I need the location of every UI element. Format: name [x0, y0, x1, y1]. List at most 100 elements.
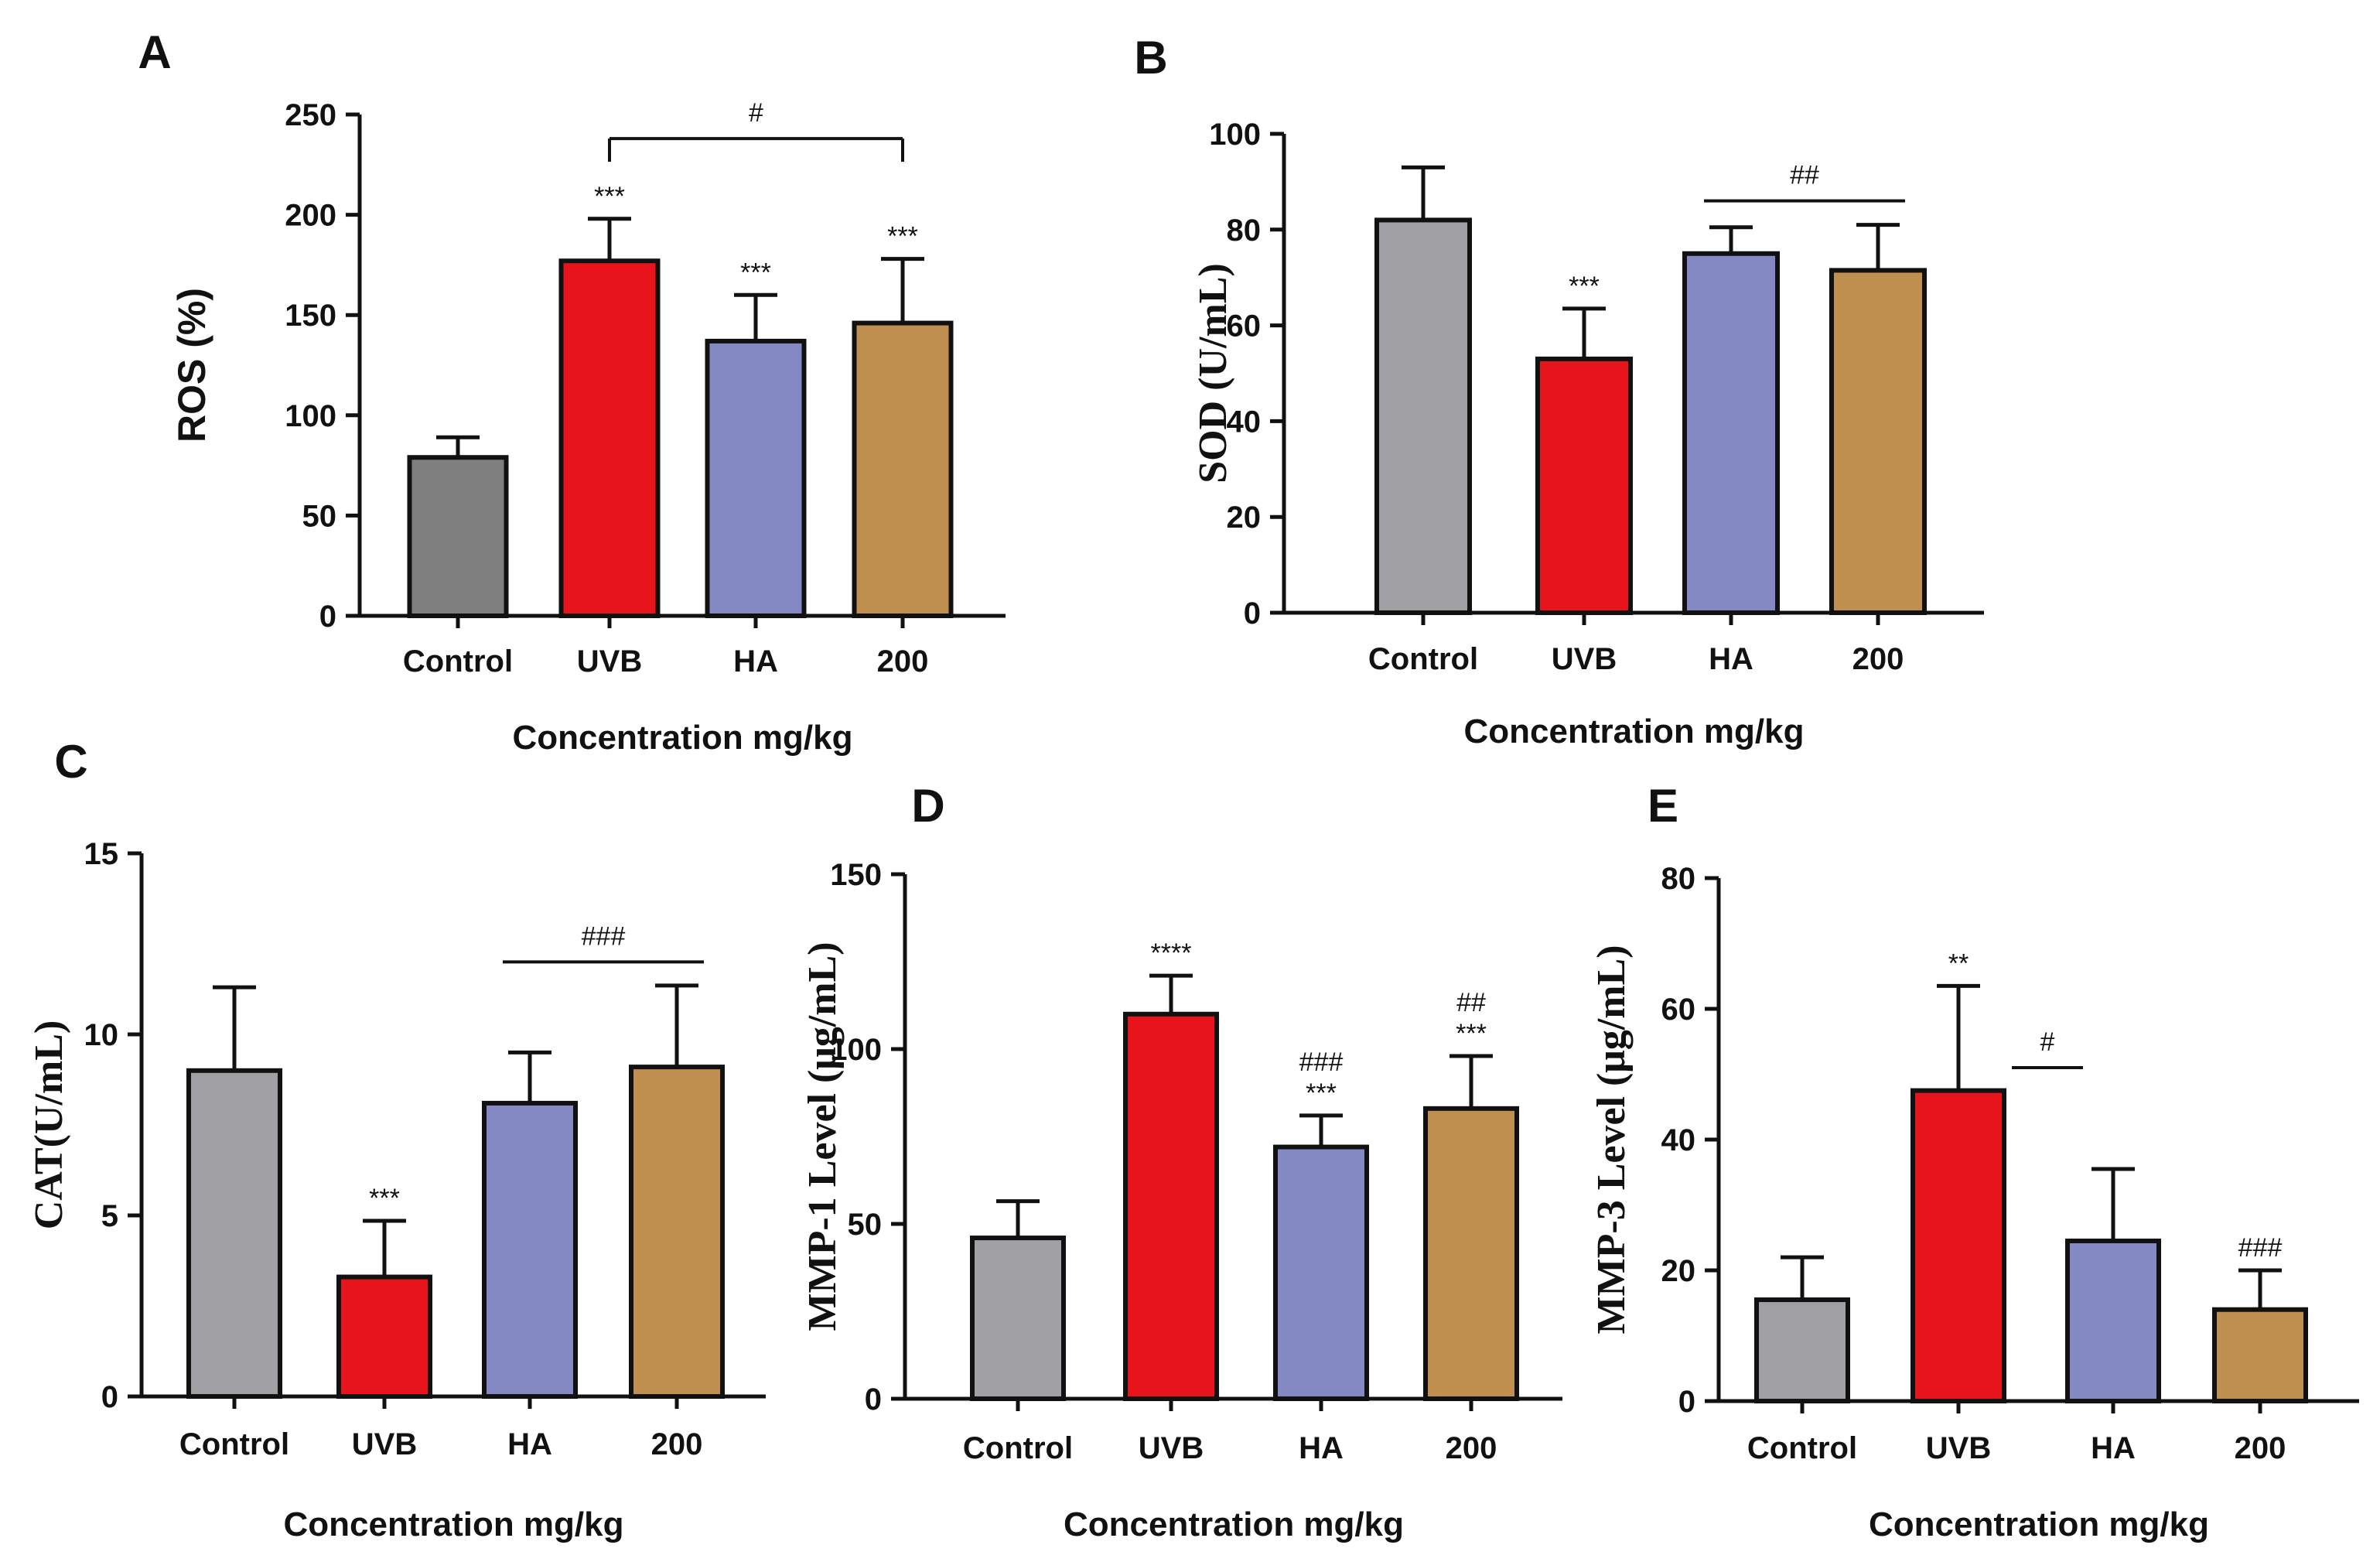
y-tick-label: 50	[848, 1208, 883, 1242]
bar-uvb	[336, 1274, 432, 1400]
y-axis-label: MMP-3 Level (μg/mL)	[1590, 945, 1634, 1334]
bar-ha	[2065, 1238, 2161, 1403]
bar-ha	[705, 338, 807, 618]
x-axis-label: Concentration mg/kg	[1463, 713, 1804, 750]
bar-200	[629, 1065, 725, 1399]
x-axis-label: Concentration mg/kg	[1869, 1506, 2209, 1543]
y-axis-label: CAT(U/mL)	[27, 1020, 71, 1230]
bar-uvb	[558, 258, 661, 618]
x-tick-label: 200	[651, 1427, 703, 1461]
significance-label: **	[1948, 948, 1969, 978]
y-axis-label: MMP-1 Level (μg/mL)	[801, 942, 845, 1331]
y-tick-label: 20	[1661, 1254, 1696, 1288]
y-tick-label: 250	[285, 98, 336, 132]
y-tick-label: 50	[302, 499, 337, 533]
x-tick-label: Control	[403, 644, 513, 678]
significance-label: ##	[1456, 988, 1486, 1017]
x-tick-label: UVB	[1926, 1431, 1991, 1465]
chart-panel-c: C 0 5 10 15 Control UVB *** HA 200 ### CAT(U/mL) Con…	[27, 736, 766, 1543]
significance-label: ***	[1456, 1019, 1487, 1048]
panel-label: E	[1648, 780, 1678, 832]
bar-ha	[482, 1100, 578, 1400]
y-tick-label: 15	[84, 837, 119, 871]
bar-control	[186, 1068, 282, 1400]
panel-label: D	[911, 780, 944, 832]
x-tick-label: UVB	[1552, 642, 1617, 676]
y-tick-label: 100	[1209, 118, 1261, 152]
x-tick-label: 200	[877, 644, 929, 678]
x-axis-label: Concentration mg/kg	[512, 719, 852, 757]
y-tick-label: 60	[1227, 309, 1262, 344]
y-tick-label: 150	[285, 299, 336, 333]
y-tick-label: 100	[285, 399, 336, 433]
x-tick-label: HA	[733, 644, 778, 678]
y-tick-label: 150	[830, 858, 882, 892]
y-tick-label: 0	[1244, 596, 1261, 631]
chart-panel-a: A 0 50 100 150 200 250 Control UVB *** HA *** 200 ***…	[138, 26, 1006, 757]
significance-label: ###	[1299, 1048, 1344, 1077]
x-tick-label: UVB	[1139, 1431, 1204, 1465]
y-tick-label: 0	[319, 600, 336, 634]
bar-200	[2212, 1307, 2308, 1403]
x-tick-label: HA	[1709, 642, 1753, 676]
bar-ha	[1682, 251, 1780, 615]
bar-ha	[1273, 1144, 1369, 1402]
y-tick-label: 10	[84, 1018, 119, 1052]
y-tick-label: 80	[1661, 862, 1696, 896]
y-tick-label: 200	[285, 199, 336, 233]
significance-label: ***	[1306, 1078, 1337, 1108]
chart-panel-b: B 0 20 40 60 80 100 Control UVB *** HA 200 ## SOD (U/…	[1134, 32, 1984, 750]
bar-control	[1374, 217, 1472, 615]
bar-control	[1754, 1297, 1850, 1404]
significance-label: ***	[594, 182, 625, 211]
x-tick-label: HA	[2091, 1431, 2136, 1465]
comparison-label: #	[2040, 1027, 2055, 1057]
x-tick-label: Control	[1747, 1431, 1857, 1465]
x-tick-label: HA	[1299, 1431, 1344, 1465]
significance-label: ***	[1569, 272, 1600, 301]
bar-uvb	[1123, 1011, 1219, 1402]
x-tick-label: Control	[1368, 642, 1478, 676]
y-tick-label: 5	[101, 1199, 118, 1233]
x-axis-label: Concentration mg/kg	[283, 1506, 623, 1543]
y-tick-label: 0	[865, 1383, 882, 1417]
bar-uvb	[1535, 356, 1633, 615]
y-tick-label: 80	[1227, 214, 1262, 248]
y-axis-label: ROS (%)	[170, 288, 213, 443]
x-axis-label: Concentration mg/kg	[1064, 1506, 1404, 1543]
x-tick-label: UVB	[352, 1427, 417, 1461]
y-tick-label: 40	[1661, 1123, 1696, 1157]
significance-label: ***	[369, 1184, 400, 1213]
panel-label: B	[1134, 32, 1167, 84]
x-tick-label: Control	[179, 1427, 289, 1461]
bar-200	[1829, 268, 1927, 615]
significance-label: ###	[2238, 1233, 2283, 1263]
y-axis-label: SOD (U/mL)	[1191, 263, 1235, 484]
x-tick-label: UVB	[577, 644, 642, 678]
y-tick-label: 0	[101, 1380, 118, 1414]
x-tick-label: 200	[1446, 1431, 1497, 1465]
significance-label: ****	[1151, 938, 1192, 968]
significance-label: ***	[887, 222, 918, 251]
y-tick-label: 100	[830, 1033, 882, 1067]
bar-200	[1423, 1106, 1519, 1401]
bar-control	[407, 455, 509, 618]
y-tick-label: 20	[1227, 501, 1262, 535]
comparison-label: ###	[582, 921, 626, 951]
x-tick-label: 200	[2235, 1431, 2286, 1465]
bar-control	[970, 1236, 1066, 1401]
x-tick-label: Control	[963, 1431, 1073, 1465]
bar-200	[852, 320, 954, 618]
x-tick-label: HA	[507, 1427, 552, 1461]
panel-label: A	[138, 26, 171, 78]
comparison-label: #	[749, 98, 763, 128]
panel-label: C	[54, 736, 87, 788]
significance-label: ***	[740, 258, 771, 287]
x-tick-label: 200	[1852, 642, 1904, 676]
y-tick-label: 40	[1227, 405, 1262, 439]
comparison-label: ##	[1790, 161, 1819, 190]
bar-uvb	[1910, 1088, 2006, 1403]
